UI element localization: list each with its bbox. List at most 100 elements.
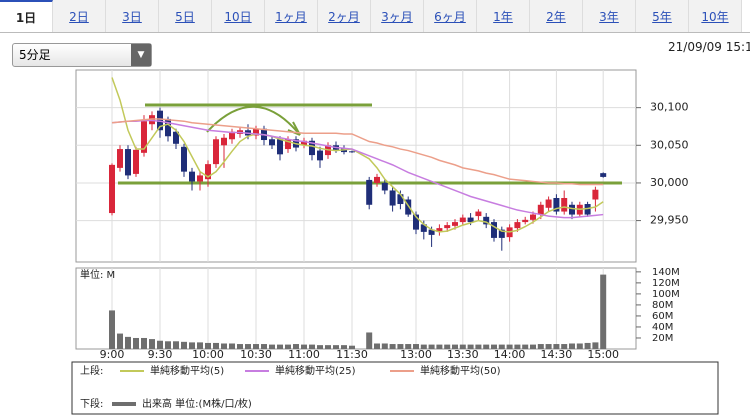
period-tab[interactable]: 5年: [636, 0, 689, 32]
volume-bar: [452, 344, 458, 349]
volume-bar: [483, 344, 490, 349]
candle-body: [309, 140, 315, 156]
volume-bar: [109, 310, 115, 349]
y-tick-label: 80M: [652, 300, 673, 311]
candle-body: [197, 175, 203, 182]
volume-bar: [405, 344, 412, 349]
candle-body: [109, 164, 115, 214]
volume-bar: [389, 344, 396, 349]
volume-bar: [436, 344, 443, 349]
candle-body: [545, 199, 552, 208]
volume-bar: [301, 344, 307, 349]
x-tick-label: 13:30: [447, 348, 479, 361]
legend-label: 上段:: [80, 364, 103, 377]
volume-bar: [197, 342, 203, 349]
candle-body: [301, 140, 307, 146]
x-tick-label: 9:00: [100, 348, 125, 361]
candle-body: [514, 222, 521, 229]
legend-text: 単純移動平均(5): [150, 364, 224, 377]
period-tab[interactable]: 2年: [530, 0, 583, 32]
volume-bar: [576, 343, 583, 349]
volume-bar: [133, 337, 139, 349]
volume-bar: [205, 342, 211, 349]
period-tab[interactable]: 2ヶ月: [318, 0, 371, 32]
volume-bar: [459, 344, 466, 349]
candle-body: [173, 131, 179, 144]
candle-body: [413, 214, 419, 230]
period-tab[interactable]: 5日: [159, 0, 212, 32]
volume-bar: [498, 344, 505, 349]
candle-body: [522, 219, 529, 223]
period-tab[interactable]: 3年: [583, 0, 636, 32]
datetime: 21/09/09 15:1: [668, 40, 750, 54]
volume-bar: [165, 341, 171, 349]
volume-bar: [117, 333, 123, 349]
volume-bar: [374, 343, 380, 349]
y-tick-label: 30,000: [650, 176, 689, 189]
volume-bar: [125, 336, 131, 349]
x-tick-label: 9:30: [148, 348, 173, 361]
candle-body: [374, 176, 380, 183]
volume-plot: [75, 267, 637, 350]
y-tick-label: 40M: [652, 322, 673, 333]
volume-bar: [245, 344, 251, 349]
volume-bar: [428, 344, 435, 349]
volume-bar: [341, 345, 347, 349]
volume-bar: [157, 340, 163, 349]
candle-body: [141, 121, 147, 153]
volume-bar: [285, 344, 291, 349]
volume-bar: [333, 345, 339, 349]
candle-body: [428, 229, 435, 235]
candle-body: [389, 190, 396, 206]
volume-bar: [506, 344, 513, 349]
period-tab[interactable]: 6ヶ月: [424, 0, 477, 32]
legend-box: [71, 361, 719, 415]
y-tick-label: 140M: [652, 267, 680, 278]
period-tab[interactable]: 1年: [477, 0, 530, 32]
volume-bar: [181, 341, 187, 349]
volume-bar: [221, 343, 227, 349]
period-tab[interactable]: 1日: [0, 0, 53, 32]
period-tab[interactable]: 3ヶ月: [371, 0, 424, 32]
candle-body: [285, 139, 291, 150]
candle-body: [498, 229, 505, 238]
moving-average-line: [111, 119, 604, 219]
volume-bar: [253, 344, 259, 349]
candle-body: [561, 198, 568, 212]
candle-body: [444, 225, 451, 229]
candle-body: [366, 179, 373, 205]
y-tick-label: 60M: [652, 311, 673, 322]
period-tab[interactable]: 3日: [106, 0, 159, 32]
moving-average-line: [111, 77, 604, 233]
x-tick-label: 10:00: [192, 348, 224, 361]
period-tab[interactable]: 10日: [212, 0, 265, 32]
period-tab[interactable]: 2日: [53, 0, 106, 32]
candle-body: [420, 224, 427, 232]
volume-bar: [149, 339, 155, 349]
volume-bar: [569, 343, 575, 349]
candle-body: [165, 118, 171, 137]
candle-body: [397, 194, 404, 205]
candle-body: [221, 137, 227, 146]
volume-bar: [600, 274, 607, 349]
moving-average-line: [111, 118, 604, 186]
candle-body: [537, 204, 544, 215]
volume-bar: [522, 344, 529, 349]
period-tab[interactable]: 1ヶ月: [265, 0, 318, 32]
candle-body: [569, 204, 575, 215]
candle-body: [467, 217, 474, 223]
volume-bar: [514, 344, 521, 349]
price-plot: [75, 69, 637, 263]
period-tabs: 1日 2日 3日 5日 10日 1ヶ月 2ヶ月 3ヶ月 6ヶ月 1年 2年 3年 5年 10年: [0, 0, 750, 33]
volume-bar: [173, 341, 179, 349]
interval-select[interactable]: 5分足 ▼: [12, 43, 152, 67]
volume-bar: [592, 342, 599, 349]
period-tab[interactable]: 10年: [689, 0, 742, 32]
dropdown-arrow[interactable]: ▼: [131, 44, 151, 66]
candle-body: [530, 214, 536, 220]
candle-body: [592, 189, 599, 200]
volume-bar: [491, 344, 497, 349]
x-tick-label: 10:30: [240, 348, 272, 361]
